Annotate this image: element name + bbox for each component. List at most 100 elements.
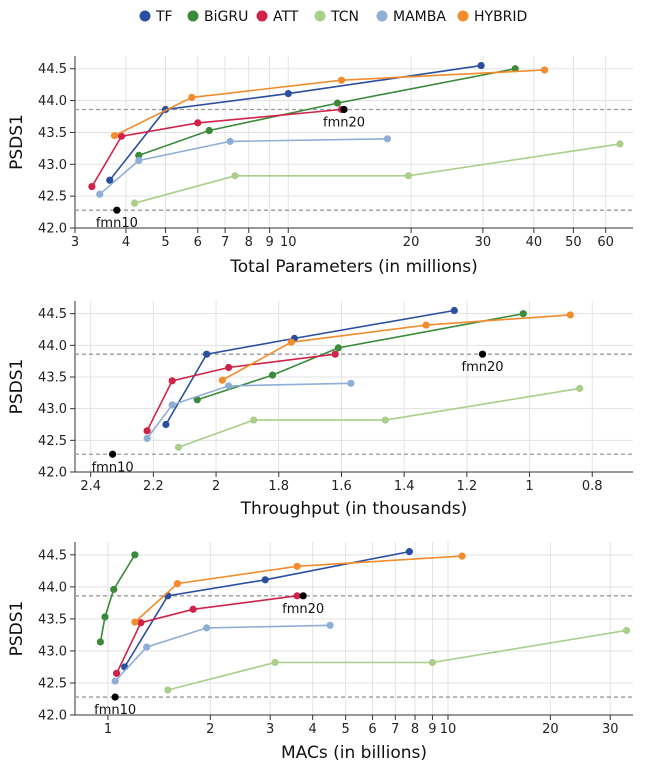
data-point: [174, 443, 183, 451]
data-point: [112, 669, 121, 677]
series-tf: [106, 61, 485, 184]
x-tick-label: 1.2: [457, 479, 478, 494]
series-line: [134, 143, 621, 204]
x-tick-label: 10: [280, 235, 297, 250]
y-axis-label: PSDS1: [7, 114, 27, 170]
x-tick-label: 4: [309, 722, 317, 737]
data-point: [188, 93, 196, 102]
data-point: [622, 626, 631, 635]
data-point: [135, 156, 143, 165]
series-line: [178, 387, 580, 449]
series-line: [197, 312, 524, 401]
data-point: [334, 344, 342, 352]
series-bigru: [96, 551, 139, 646]
x-tick-label: 7: [391, 722, 399, 737]
x-tick-label: 1.4: [394, 479, 415, 494]
data-point: [268, 371, 277, 379]
x-tick-label: 2.2: [143, 479, 164, 494]
data-point: [226, 137, 234, 145]
series-line: [146, 382, 351, 439]
reference-point: [478, 350, 487, 358]
reference-label: fmn10: [96, 216, 138, 231]
data-point: [117, 132, 126, 140]
data-point: [284, 89, 292, 98]
series-hybrid: [218, 311, 574, 384]
x-tick-label: 1: [104, 722, 112, 737]
series-tcn: [174, 384, 584, 451]
series-hybrid: [131, 552, 466, 626]
data-point: [131, 551, 139, 559]
legend-label: TCN: [330, 9, 359, 25]
legend-label: HYBRID: [474, 9, 527, 25]
y-tick-label: 43.0: [38, 402, 67, 417]
legend-marker: [187, 10, 199, 22]
x-tick-label: 8: [411, 722, 419, 737]
y-tick-label: 42.5: [38, 190, 67, 205]
data-point: [566, 311, 574, 319]
legend-item-att: ATT: [256, 9, 299, 25]
x-tick-label: 50: [565, 235, 582, 250]
y-tick-label: 43.0: [38, 644, 67, 659]
x-tick-label: 30: [602, 722, 619, 737]
y-axis-label: PSDS1: [7, 601, 27, 657]
series-line: [146, 353, 336, 432]
x-tick-label: 9: [428, 722, 436, 737]
x-tick-label: 7: [221, 235, 229, 250]
data-point: [131, 199, 139, 207]
series-line: [134, 555, 463, 623]
series-hybrid: [110, 66, 549, 140]
x-tick-label: 2: [212, 479, 220, 494]
data-point: [428, 658, 437, 667]
x-tick-label: 6: [194, 235, 202, 250]
y-tick-label: 42.5: [38, 676, 67, 691]
series-line: [167, 629, 627, 691]
data-point: [381, 416, 389, 424]
series-mamba: [96, 135, 392, 198]
data-point: [271, 658, 279, 667]
data-point: [194, 119, 202, 127]
data-point: [143, 434, 151, 443]
data-point: [162, 420, 170, 429]
data-point: [173, 580, 181, 588]
series-bigru: [135, 65, 519, 159]
x-axis-label: Throughput (in thousands): [240, 499, 468, 519]
series-att: [112, 592, 301, 677]
series-bigru: [193, 310, 527, 404]
y-tick-label: 44.0: [38, 580, 67, 595]
x-tick-label: 10: [440, 722, 457, 737]
legend-item-tcn: TCN: [314, 9, 359, 25]
data-point: [225, 363, 233, 372]
data-point: [250, 416, 258, 424]
series-line: [165, 309, 455, 425]
series-tcn: [131, 140, 624, 207]
y-tick-label: 42.5: [38, 434, 67, 449]
data-point: [218, 376, 226, 384]
legend-marker: [139, 10, 151, 22]
data-point: [477, 61, 485, 70]
y-tick-label: 43.5: [38, 371, 67, 386]
legend-label: TF: [155, 9, 173, 25]
reference-point: [113, 206, 121, 214]
series-mamba: [143, 379, 355, 443]
data-point: [422, 321, 430, 329]
reference-label: fmn10: [92, 460, 134, 475]
x-tick-label: 1.6: [331, 479, 352, 494]
chart-params: 3 4 5 6 7 8 9 10 20 30 40 50 60 42.0 42.5 43.0 43.5 44.0 4…: [7, 56, 633, 277]
data-point: [143, 427, 151, 435]
data-point: [293, 592, 301, 600]
data-point: [231, 172, 239, 180]
data-point: [293, 562, 301, 570]
data-point: [347, 379, 355, 387]
data-point: [111, 677, 119, 685]
x-tick-label: 5: [341, 722, 349, 737]
grid: [75, 542, 633, 716]
legend-marker: [376, 10, 388, 22]
y-tick-label: 43.5: [38, 612, 67, 627]
data-point: [225, 382, 233, 390]
y-tick-label: 42.0: [38, 222, 67, 237]
data-point: [110, 132, 119, 140]
y-tick-label: 44.0: [38, 339, 67, 354]
data-point: [511, 65, 519, 73]
y-tick-label: 43.5: [38, 126, 67, 141]
